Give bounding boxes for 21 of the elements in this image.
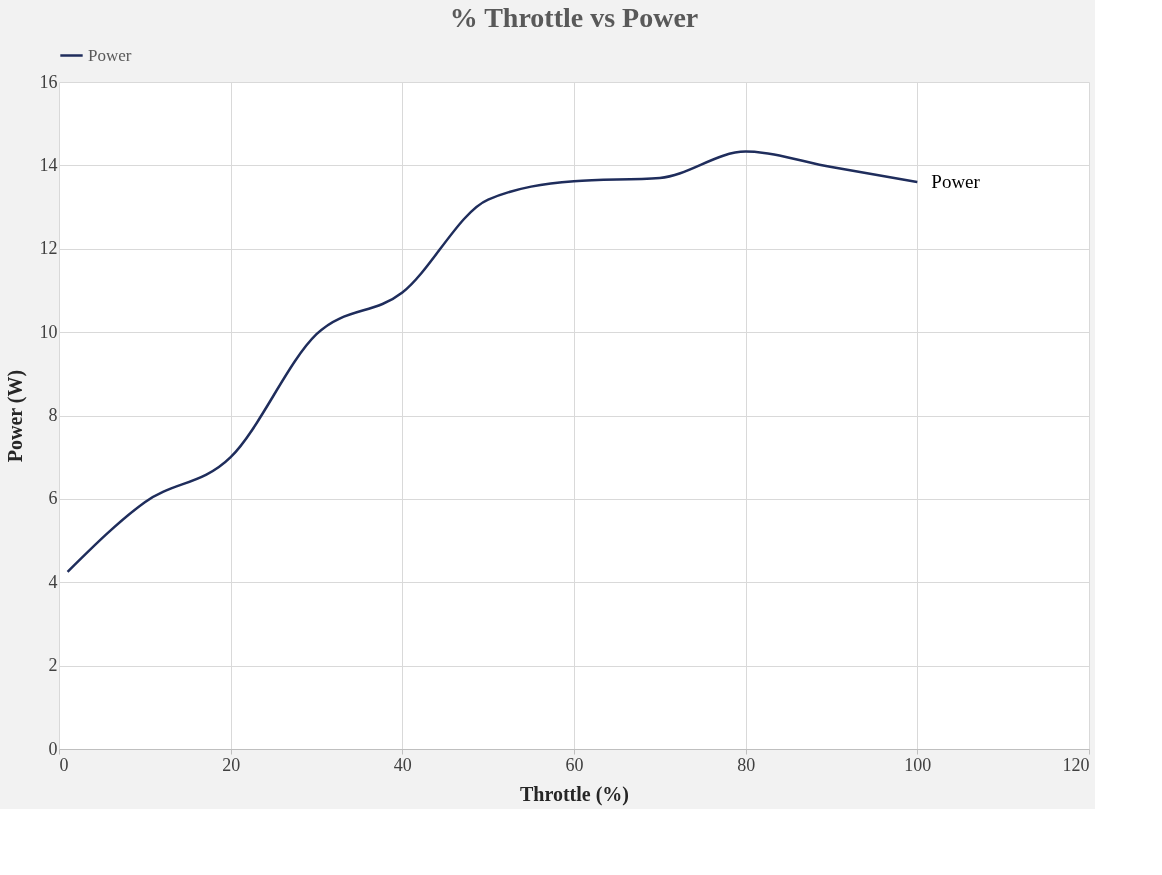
x-tick-label: 100	[904, 754, 932, 775]
y-tick-label: 2	[48, 655, 58, 676]
y-tick-label: 12	[39, 238, 58, 259]
legend-label: Power	[88, 45, 132, 65]
y-tick-label: 14	[39, 154, 58, 175]
x-tick-label: 120	[1062, 754, 1090, 775]
text: Power	[931, 171, 980, 193]
y-tick-label: 0	[48, 738, 58, 759]
y-axis-title: Power (W)	[3, 369, 27, 463]
x-tick-label: 80	[737, 754, 756, 775]
x-axis-title: Throttle (%)	[519, 782, 630, 806]
x-tick-label: 60	[565, 754, 584, 775]
x-tick-label: 40	[393, 754, 412, 775]
y-tick-label: 10	[39, 321, 58, 342]
y-tick-label: 16	[39, 71, 58, 92]
x-tick-label: 20	[222, 754, 241, 775]
y-tick-label: 6	[48, 488, 58, 509]
line-series	[66, 150, 919, 574]
y-tick-label: 4	[48, 571, 58, 592]
y-tick-label: 8	[48, 405, 58, 425]
chart-title: % Throttle vs Power	[449, 2, 699, 33]
